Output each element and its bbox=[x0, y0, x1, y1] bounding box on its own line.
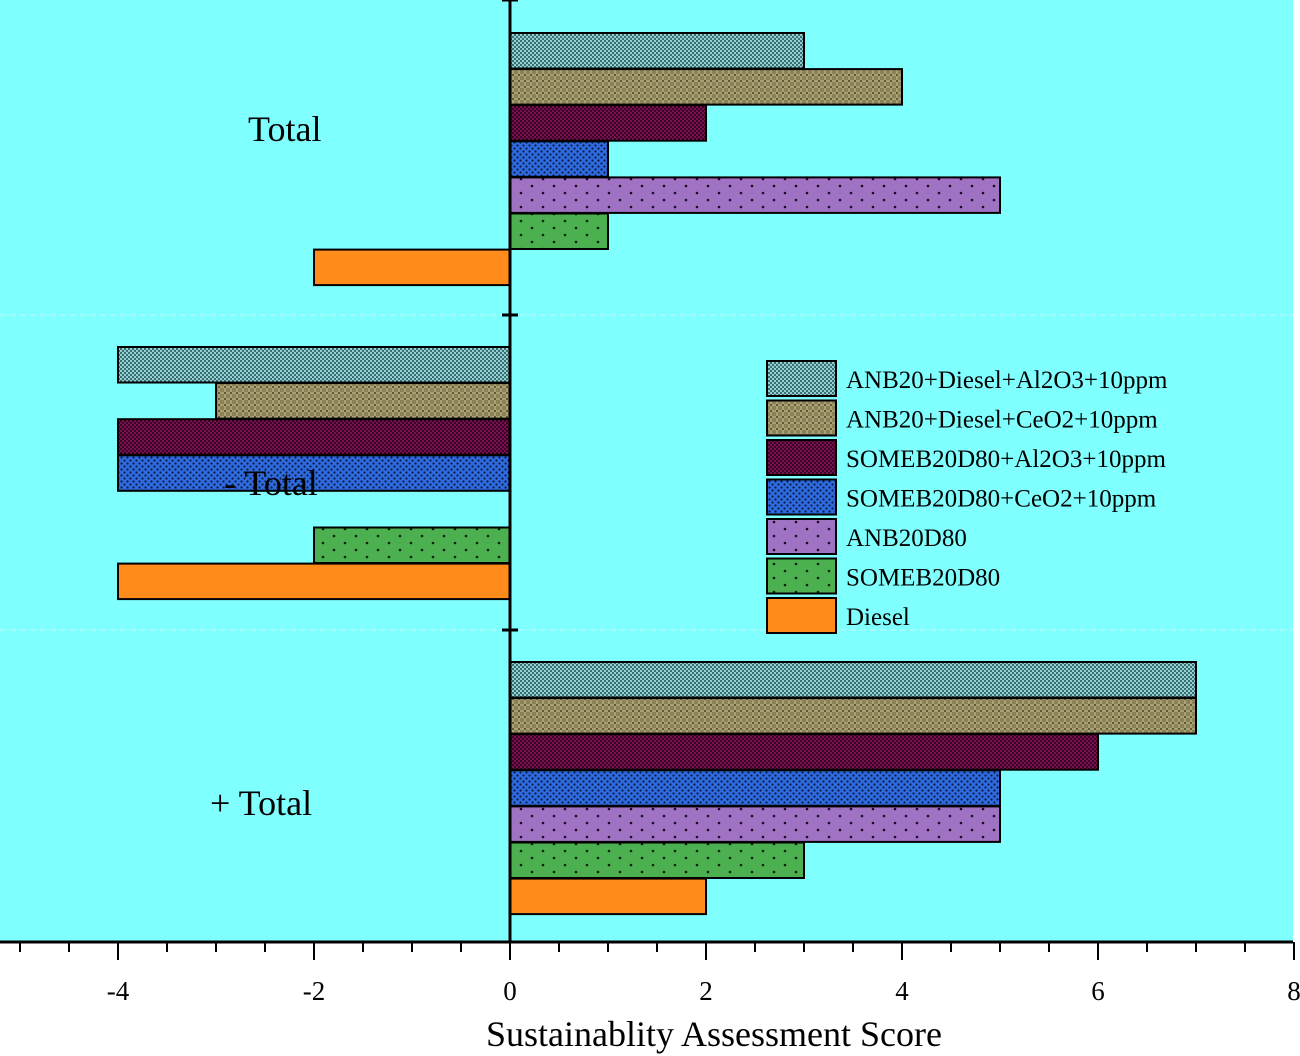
category-label-plus-total: + Total bbox=[210, 783, 312, 823]
legend-swatch bbox=[766, 399, 837, 437]
bar bbox=[509, 104, 707, 142]
legend-label: ANB20+Diesel+Al2O3+10ppm bbox=[846, 367, 1168, 394]
bar bbox=[509, 841, 805, 879]
bar bbox=[117, 418, 511, 456]
bar bbox=[313, 248, 511, 287]
bar bbox=[509, 140, 609, 178]
x-tick-label: 4 bbox=[895, 976, 909, 1006]
bar bbox=[509, 212, 609, 250]
legend-label: ANB20D80 bbox=[846, 525, 967, 552]
bar bbox=[509, 733, 1099, 771]
x-axis-ticks: -4 -2 0 2 4 6 8 bbox=[19, 942, 1300, 1006]
bar bbox=[509, 661, 1197, 699]
x-tick-label: -2 bbox=[303, 976, 326, 1006]
legend-swatch bbox=[766, 518, 837, 555]
legend-swatch bbox=[766, 557, 837, 595]
legend-swatch bbox=[766, 439, 837, 476]
bar bbox=[509, 697, 1197, 735]
bar bbox=[509, 32, 805, 70]
x-axis-title: Sustainablity Assessment Score bbox=[486, 1014, 942, 1054]
x-tick-label: 0 bbox=[503, 976, 517, 1006]
bar bbox=[509, 877, 707, 916]
x-tick-label: 2 bbox=[699, 976, 713, 1006]
legend-label: ANB20+Diesel+CeO2+10ppm bbox=[846, 407, 1158, 434]
x-tick-label: 8 bbox=[1287, 976, 1300, 1006]
bar bbox=[117, 346, 511, 384]
bar bbox=[313, 526, 511, 564]
legend-label: SOMEB20D80 bbox=[846, 565, 1000, 592]
bar bbox=[509, 176, 1001, 214]
legend-label: SOMEB20D80+Al2O3+10ppm bbox=[846, 446, 1166, 473]
x-tick-label: 6 bbox=[1091, 976, 1105, 1006]
bars-group bbox=[117, 32, 1197, 916]
legend-swatch bbox=[766, 478, 837, 516]
bar bbox=[215, 382, 511, 420]
legend-label: Diesel bbox=[846, 604, 910, 631]
category-label-total: Total bbox=[248, 109, 321, 149]
bar bbox=[509, 805, 1001, 843]
bar bbox=[117, 562, 511, 601]
legend-swatch bbox=[766, 360, 837, 397]
legend: ANB20+Diesel+Al2O3+10ppm ANB20+Diesel+CeO… bbox=[766, 360, 1168, 634]
legend-label: SOMEB20D80+CeO2+10ppm bbox=[846, 486, 1157, 513]
category-label-minus-total: - Total bbox=[224, 463, 318, 503]
legend-swatch bbox=[766, 597, 837, 634]
bar bbox=[509, 68, 903, 106]
bar bbox=[509, 769, 1001, 807]
x-tick-label: -4 bbox=[107, 976, 130, 1006]
